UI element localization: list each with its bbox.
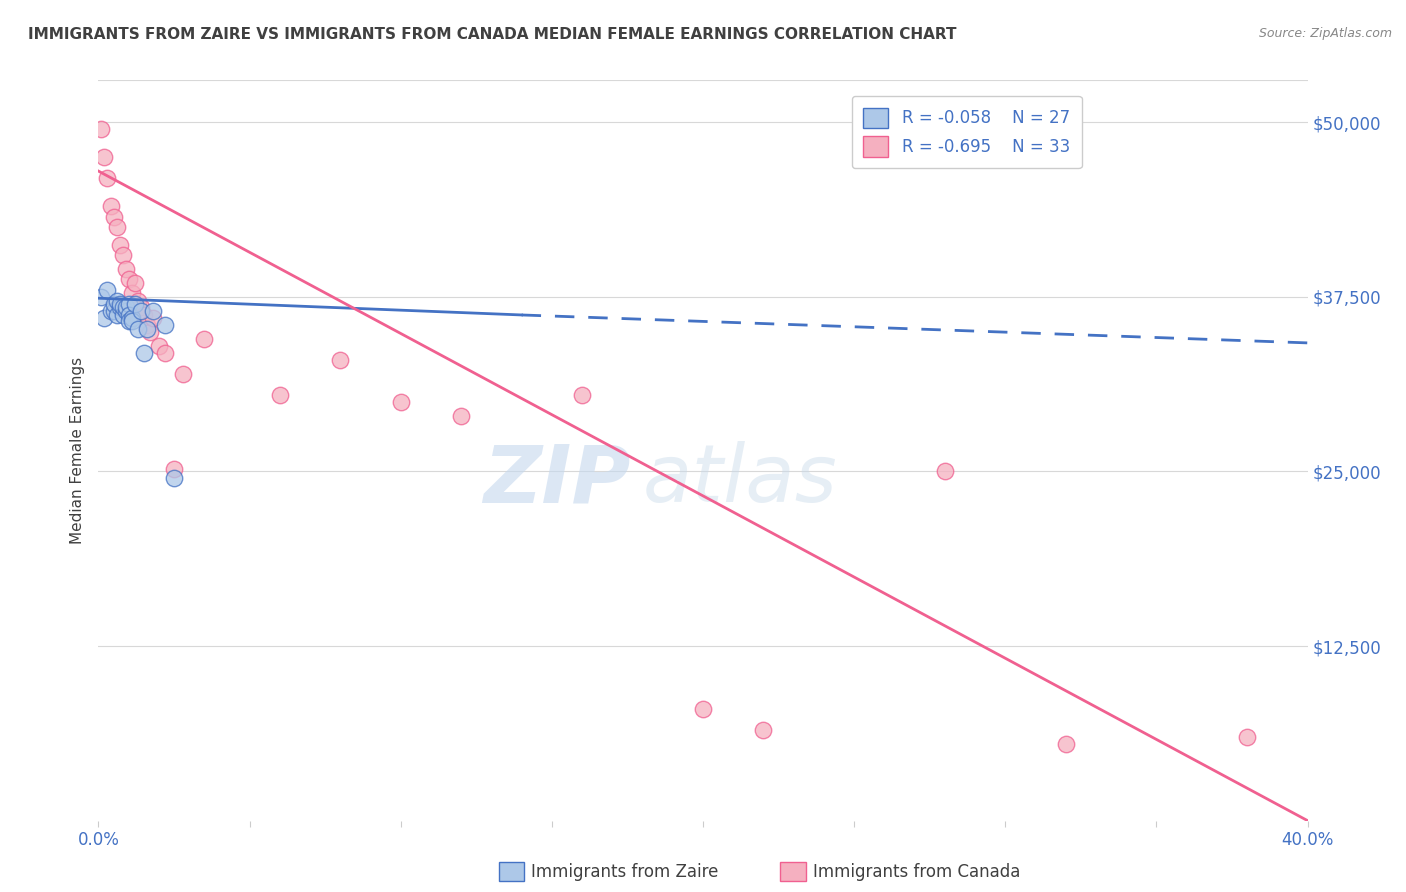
Point [111, 300, 134, 314]
Point [1054, 737, 1077, 751]
Point [114, 300, 136, 314]
Point [124, 276, 146, 290]
Text: Immigrants from Canada: Immigrants from Canada [813, 863, 1019, 881]
Point [571, 387, 593, 401]
Point [103, 303, 125, 318]
Point [111, 308, 134, 322]
Point [153, 318, 176, 332]
Point [103, 297, 125, 311]
Point [132, 308, 155, 322]
Text: IMMIGRANTS FROM ZAIRE VS IMMIGRANTS FROM CANADA MEDIAN FEMALE EARNINGS CORRELATI: IMMIGRANTS FROM ZAIRE VS IMMIGRANTS FROM… [28, 27, 956, 42]
Point [111, 248, 134, 262]
Point [93, 310, 115, 325]
Point [96, 171, 118, 186]
Point [127, 293, 149, 308]
Point [108, 300, 131, 314]
Point [142, 310, 165, 325]
Point [121, 310, 143, 325]
Text: Immigrants from Zaire: Immigrants from Zaire [531, 863, 718, 881]
Point [118, 297, 141, 311]
Point [105, 293, 128, 308]
Point [127, 322, 149, 336]
Point [108, 238, 131, 252]
Point [752, 723, 775, 737]
Point [269, 387, 291, 401]
Point [118, 308, 141, 322]
Legend: R = -0.058    N = 27, R = -0.695    N = 33: R = -0.058 N = 27, R = -0.695 N = 33 [852, 96, 1081, 169]
Point [108, 297, 131, 311]
Text: ZIP: ZIP [484, 441, 630, 519]
Point [105, 308, 128, 322]
Point [389, 394, 412, 409]
Point [100, 199, 122, 213]
Point [114, 303, 136, 318]
Point [90, 122, 112, 136]
Point [129, 300, 152, 314]
Point [105, 219, 128, 234]
Point [450, 409, 472, 423]
Point [163, 471, 186, 485]
Point [148, 339, 170, 353]
Point [96, 283, 118, 297]
Point [93, 150, 115, 164]
Point [90, 290, 112, 304]
Point [692, 702, 714, 716]
Point [1236, 730, 1258, 744]
Point [121, 313, 143, 327]
Point [163, 461, 186, 475]
Point [135, 318, 157, 332]
Point [124, 297, 146, 311]
Point [139, 325, 162, 339]
Text: atlas: atlas [643, 441, 838, 519]
Point [129, 303, 152, 318]
Y-axis label: Median Female Earnings: Median Female Earnings [69, 357, 84, 544]
Text: Source: ZipAtlas.com: Source: ZipAtlas.com [1258, 27, 1392, 40]
Point [103, 210, 125, 224]
Point [114, 261, 136, 276]
Point [132, 345, 155, 359]
Point [121, 285, 143, 300]
Point [172, 367, 194, 381]
Point [193, 332, 215, 346]
Point [118, 271, 141, 285]
Point [135, 322, 157, 336]
Point [142, 303, 165, 318]
Point [934, 464, 956, 478]
Point [329, 352, 352, 367]
Point [100, 303, 122, 318]
Point [118, 313, 141, 327]
Point [153, 345, 176, 359]
